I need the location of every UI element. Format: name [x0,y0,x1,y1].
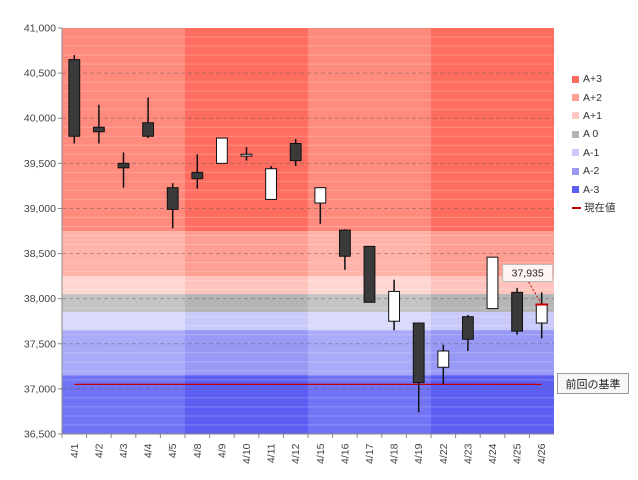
x-tick-label: 4/2 [93,443,105,458]
legend-item-a-minus-2: A-2 [572,162,616,180]
y-tick-label: 38,500 [24,248,56,260]
legend-swatch [572,130,579,138]
legend-swatch [572,75,579,83]
legend-item-a-plus-1: A+1 [572,107,616,125]
band-shaded-week [185,231,308,277]
y-tick-label: 40,500 [24,68,56,80]
candle-body-down [166,187,179,210]
band-shaded-week [431,330,554,376]
x-tick-label: 4/12 [290,443,302,464]
x-tick-label: 4/15 [315,443,327,464]
current-value-leader [527,280,543,305]
legend-swatch-line [572,206,581,209]
legend-item-current-value: 現在値 [572,199,616,217]
legend-item-a-plus-3: A+3 [572,70,616,88]
candle-body-up [265,168,278,200]
band-shaded-week [185,294,308,313]
candle-body-down [363,245,376,303]
x-tick-label: 4/3 [118,443,130,458]
y-tick-label: 38,000 [24,293,56,305]
band-shaded-week [185,28,308,231]
candle-body-down [511,291,524,332]
band-shaded-week [431,28,554,231]
y-tick-label: 37,000 [24,383,56,395]
x-tick-label: 4/8 [192,443,204,458]
legend-swatch [572,94,579,102]
candle-body-down [117,162,130,169]
band-shaded-week [185,330,308,376]
candle-body-down [92,126,105,133]
y-tick-label: 39,000 [24,203,56,215]
band-shaded-week [431,375,554,434]
x-tick-label: 4/4 [143,443,155,458]
baseline-label-box: 前回の基準 [557,373,629,394]
y-tick-label: 41,000 [24,23,56,35]
legend-item-a-plus-2: A+2 [572,88,616,106]
x-tick-label: 4/10 [241,443,253,464]
x-tick-label: 4/19 [413,443,425,464]
legend-label: A-1 [583,146,600,159]
y-tick-label: 39,500 [24,158,56,170]
candle-body-down [142,122,155,137]
x-tick-label: 4/18 [389,443,401,464]
band-shaded-week [185,375,308,434]
legend-item-a-0: A 0 [572,125,616,143]
band-shaded-week [431,312,554,331]
chart-legend: A+3 A+2 A+1 A 0 A-1 A-2 A-3 現在値 [572,70,616,217]
candle-body-up [215,137,228,164]
y-tick-label: 40,000 [24,113,56,125]
candle-body-down [338,229,351,257]
current-value-callout-label: 37,935 [512,268,544,280]
x-tick-label: 4/24 [487,443,499,464]
x-tick-label: 4/25 [512,443,524,464]
x-tick-label: 4/23 [462,443,474,464]
x-tick-label: 4/22 [438,443,450,464]
legend-swatch [572,167,579,175]
band-shaded-week [185,312,308,331]
x-tick-label: 4/16 [339,443,351,464]
candle-body-down [461,316,474,340]
candle-body-up [388,290,401,322]
x-tick-label: 4/17 [364,443,376,464]
candle-body-up [437,350,450,368]
legend-swatch [572,149,579,157]
x-tick-label: 4/9 [216,443,228,458]
legend-label: A+1 [583,109,602,122]
baseline-label: 前回の基準 [565,378,621,391]
candle-body-down [191,171,204,180]
x-tick-label: 4/5 [167,443,179,458]
x-tick-label: 4/26 [536,443,548,464]
current-value-callout-box [502,264,554,283]
legend-label: A+3 [583,73,602,86]
legend-label: A 0 [583,128,599,141]
y-tick-label: 36,500 [24,429,56,441]
candle-body-down [68,59,81,137]
legend-label: A+2 [583,91,602,104]
candle-body-up [486,256,499,310]
candle-body-down [289,142,302,162]
x-tick-label: 4/1 [69,443,81,458]
legend-swatch [572,112,579,120]
legend-item-a-minus-3: A-3 [572,180,616,198]
band-shaded-week [185,276,308,295]
legend-item-a-minus-1: A-1 [572,144,616,162]
x-tick-label: 4/11 [266,443,278,463]
candle-body-down [412,322,425,384]
candle-body-up [535,304,548,324]
y-tick-label: 37,500 [24,338,56,350]
legend-label: A-3 [583,183,600,196]
legend-swatch [572,186,579,194]
candle-body-up [314,187,327,204]
legend-label: 現在値 [584,202,616,215]
candle-body-up [240,153,253,157]
legend-label: A-2 [583,165,600,178]
